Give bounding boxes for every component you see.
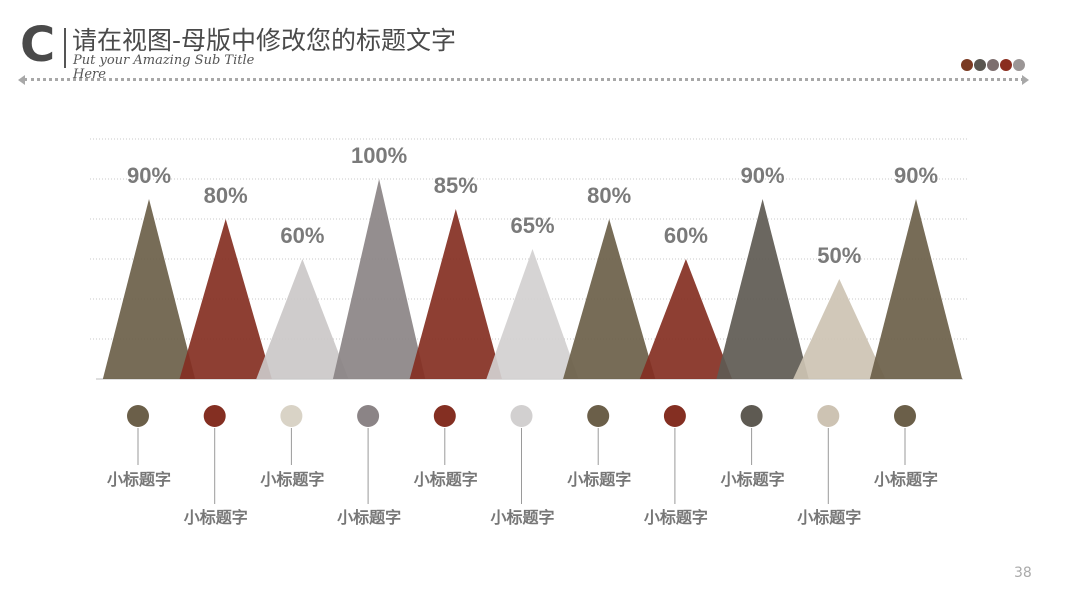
title-divider bbox=[64, 28, 66, 68]
category-marker bbox=[357, 405, 380, 427]
category-label: 小标题字 bbox=[797, 508, 861, 527]
decor-dots bbox=[961, 59, 1025, 71]
category-marker bbox=[587, 405, 610, 427]
triangle-mark bbox=[563, 219, 656, 379]
data-label: 50% bbox=[817, 243, 861, 268]
triangle-mark bbox=[332, 179, 426, 379]
line-arrow-right-icon bbox=[1022, 75, 1029, 85]
page-number: 38 bbox=[1014, 565, 1032, 581]
category-marker bbox=[817, 405, 840, 427]
data-label: 90% bbox=[894, 163, 938, 188]
category-label: 小标题字 bbox=[721, 470, 785, 489]
header-dotted-line bbox=[24, 78, 1024, 81]
category-marker bbox=[127, 405, 149, 427]
category-marker bbox=[894, 405, 916, 427]
triangle-mark bbox=[486, 249, 579, 379]
triangle-mark bbox=[256, 259, 349, 379]
data-label: 85% bbox=[434, 173, 478, 198]
decor-dot bbox=[974, 59, 986, 71]
category-marker bbox=[663, 405, 686, 427]
line-arrow-left-icon bbox=[18, 75, 25, 85]
decor-dot bbox=[961, 59, 973, 71]
category-label: 小标题字 bbox=[337, 508, 401, 527]
category-label: 小标题字 bbox=[184, 508, 248, 527]
category-marker bbox=[280, 405, 303, 427]
data-label: 60% bbox=[664, 223, 708, 248]
triangle-mark bbox=[793, 279, 886, 379]
decor-dot bbox=[987, 59, 999, 71]
category-marker bbox=[510, 405, 533, 427]
triangle-mark bbox=[179, 219, 272, 379]
decor-dot bbox=[1013, 59, 1025, 71]
data-label: 80% bbox=[204, 183, 248, 208]
category-marker bbox=[203, 405, 226, 427]
category-label: 小标题字 bbox=[644, 508, 708, 527]
triangle-mark bbox=[716, 199, 809, 379]
triangle-mark bbox=[639, 259, 733, 379]
category-marker bbox=[433, 405, 456, 427]
category-label: 小标题字 bbox=[107, 470, 171, 489]
triangle-mark bbox=[409, 209, 502, 379]
triangle-mark bbox=[102, 199, 196, 379]
page-title: 请在视图-母版中修改您的标题文字 bbox=[72, 26, 457, 55]
data-label: 90% bbox=[127, 163, 171, 188]
category-label: 小标题字 bbox=[414, 470, 478, 489]
triangle-mark bbox=[869, 199, 963, 379]
category-label: 小标题字 bbox=[490, 508, 554, 527]
decor-dot bbox=[1000, 59, 1012, 71]
data-label: 100% bbox=[351, 143, 407, 168]
data-label: 60% bbox=[280, 223, 324, 248]
category-marker bbox=[740, 405, 763, 427]
category-label: 小标题字 bbox=[260, 470, 324, 489]
data-label: 65% bbox=[510, 213, 554, 238]
category-label: 小标题字 bbox=[874, 470, 938, 489]
logo-letter: C bbox=[20, 17, 56, 73]
data-label: 80% bbox=[587, 183, 631, 208]
category-label: 小标题字 bbox=[567, 470, 631, 489]
data-label: 90% bbox=[741, 163, 785, 188]
